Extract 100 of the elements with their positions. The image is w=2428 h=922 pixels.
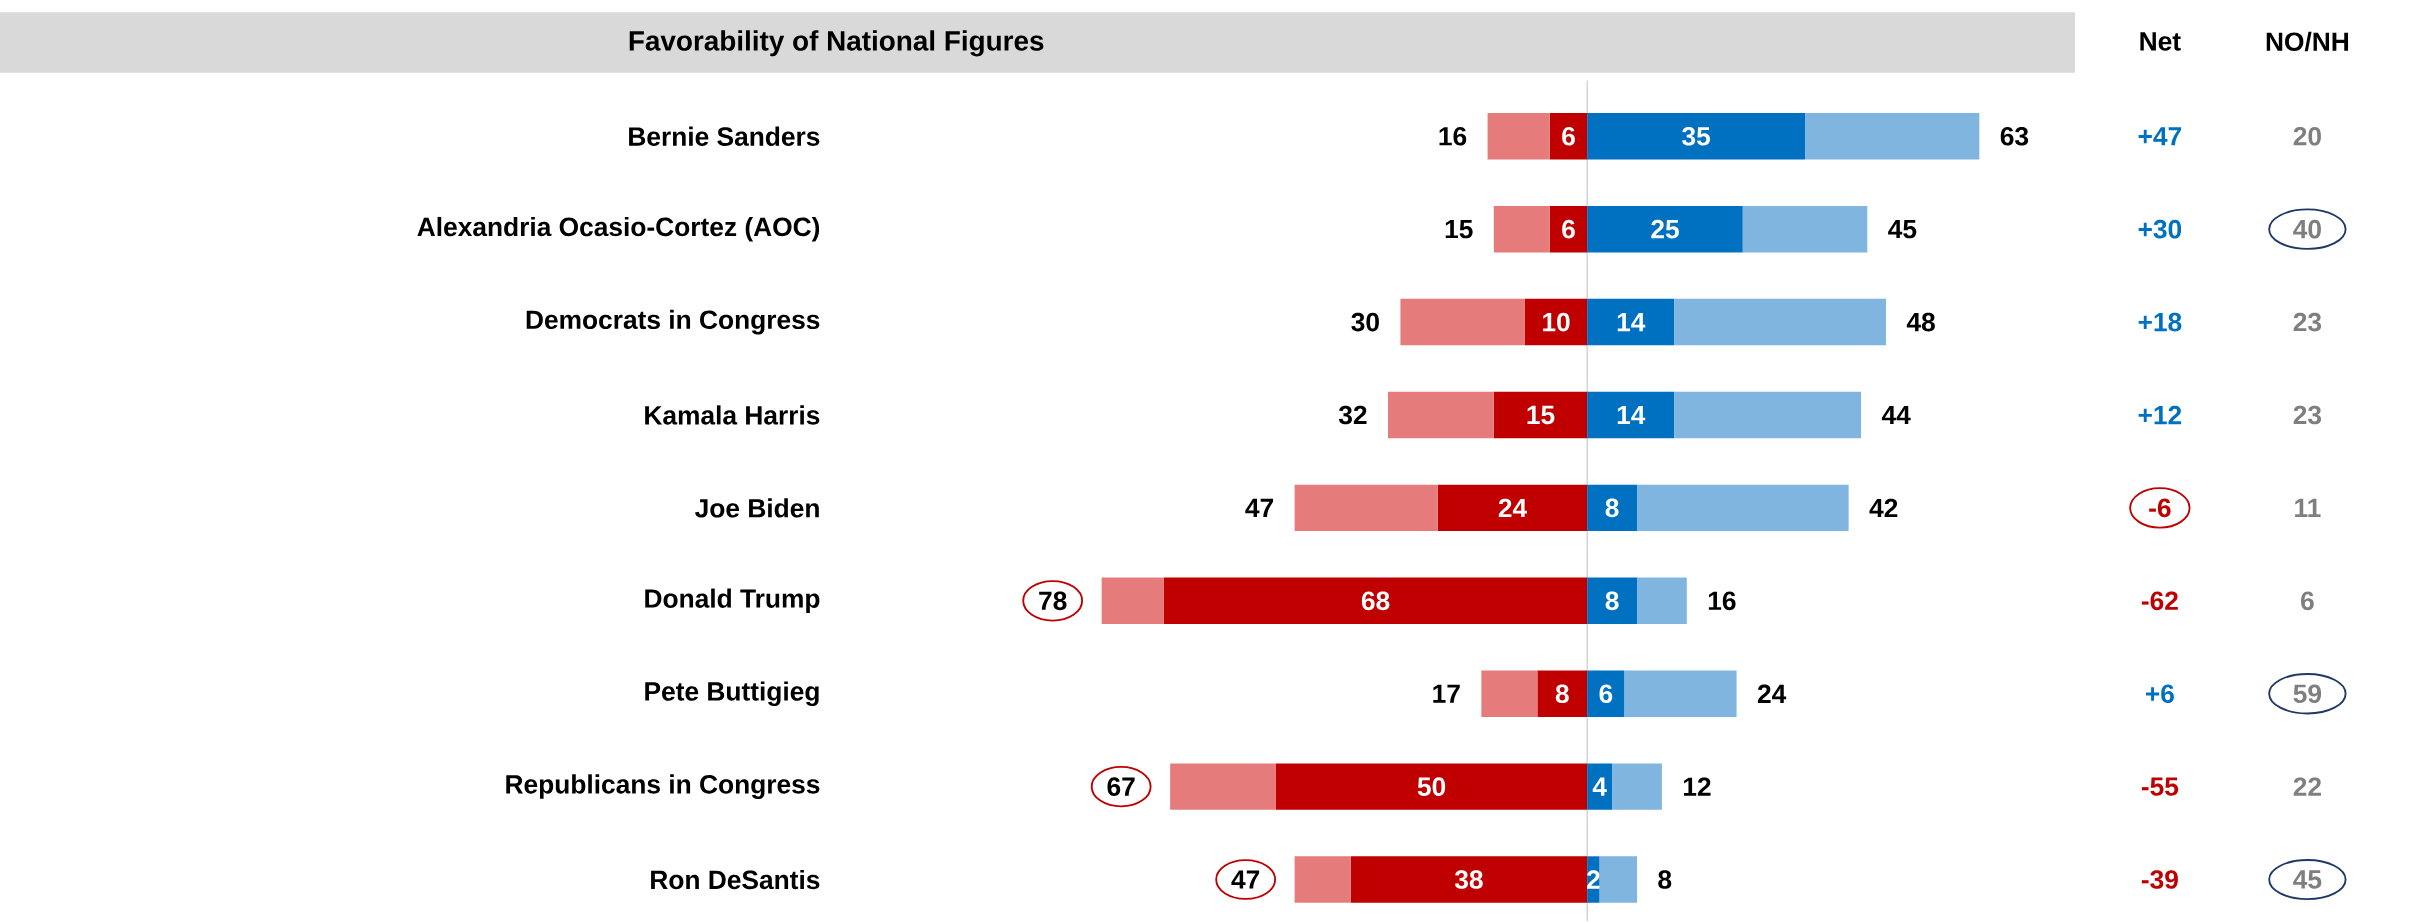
bar	[1170, 763, 1276, 810]
text: -39	[2141, 870, 2178, 889]
annotation: 50	[1417, 777, 1446, 796]
text: 20	[2293, 126, 2321, 146]
annotation: 6	[1562, 219, 1575, 239]
text: 23	[2293, 312, 2322, 332]
text: Favorability of National Figures	[629, 30, 1044, 57]
bar	[1599, 856, 1637, 903]
y-tick-label: Alexandria Ocasio-Cortez (AOC)	[417, 216, 820, 242]
bar	[1587, 763, 1613, 810]
bar	[1587, 113, 1806, 160]
annotation: 47	[1245, 498, 1274, 517]
data-label: 2	[1587, 870, 1600, 889]
text: +6	[2145, 684, 2174, 704]
bar	[1805, 113, 1980, 160]
annotation: 32	[1338, 405, 1367, 425]
bar	[1587, 577, 1637, 625]
bar	[1549, 113, 1588, 160]
data-label: 35	[1682, 126, 1711, 146]
annotation: 15	[1527, 405, 1555, 425]
bar	[1400, 298, 1525, 346]
annotation: 45	[1888, 220, 1917, 239]
annotation: 68	[1361, 591, 1390, 611]
data-label: 14	[1617, 313, 1646, 332]
data-label: 25	[1651, 219, 1679, 239]
text: -55	[2141, 777, 2179, 796]
bar	[1524, 298, 1588, 346]
annotation: 15	[1445, 220, 1473, 239]
text: +12	[2138, 405, 2182, 425]
text: -6	[2149, 498, 2171, 518]
annotation: 8	[1555, 684, 1569, 704]
annotation: 42	[1869, 498, 1898, 518]
y-tick-label: Donald Trump	[645, 588, 820, 614]
bar	[1163, 577, 1588, 625]
text: -62	[2141, 591, 2178, 611]
bar	[1636, 577, 1687, 625]
annotation: 47	[1231, 870, 1260, 889]
annotation: 6	[1562, 126, 1575, 146]
bar	[1493, 205, 1550, 253]
data-label: 6	[1599, 684, 1613, 704]
annotation: 44	[1881, 405, 1911, 425]
annotation: 24	[1498, 498, 1527, 518]
bar	[1493, 391, 1588, 439]
y-tick-label: Pete Buttigieg	[645, 681, 819, 707]
text: +30	[2138, 219, 2182, 239]
text: 22	[2293, 777, 2321, 796]
data-label: 4	[1592, 777, 1607, 796]
bar	[1587, 670, 1625, 717]
annotation: 67	[1107, 777, 1135, 796]
annotation: 24	[1757, 684, 1787, 703]
bar	[1587, 298, 1675, 346]
bar	[1674, 298, 1886, 346]
y-tick-label: Ron DeSantis	[651, 869, 820, 890]
annotation: 48	[1906, 312, 1935, 332]
bar	[1101, 577, 1164, 625]
annotation: 16	[1708, 591, 1736, 611]
annotation: 10	[1543, 312, 1570, 332]
bar	[1350, 856, 1588, 903]
annotation: 12	[1683, 777, 1711, 796]
annotation: 38	[1454, 870, 1483, 889]
text: 11	[2295, 498, 2321, 517]
text: 40	[2293, 219, 2321, 239]
annotation: 8	[1658, 870, 1672, 889]
text: NO/NH	[2266, 31, 2349, 52]
y-tick-label: Kamala Harris	[645, 405, 820, 425]
data-label: 14	[1617, 405, 1646, 425]
data-label: 8	[1605, 591, 1619, 611]
bar	[1481, 670, 1538, 717]
bar	[1624, 670, 1737, 717]
y-tick-label: Joe Biden	[695, 498, 819, 518]
text: 6	[2301, 591, 2314, 611]
annotation: 30	[1351, 312, 1379, 332]
bar	[1275, 763, 1588, 810]
bar	[1636, 484, 1849, 532]
y-tick-label: Bernie Sanders	[629, 126, 820, 146]
bar	[1587, 205, 1743, 253]
bar	[1388, 391, 1494, 439]
y-tick-label: Democrats in Congress	[526, 309, 820, 335]
bar	[1549, 205, 1588, 253]
bar	[1742, 205, 1868, 253]
bar	[1612, 763, 1662, 810]
y-tick-label: Republicans in Congress	[506, 774, 820, 799]
bar	[1587, 484, 1637, 532]
text: 59	[2293, 684, 2322, 704]
bar	[1487, 113, 1550, 160]
bar	[1587, 391, 1675, 439]
data-label: 8	[1605, 498, 1619, 518]
bar	[1294, 484, 1438, 532]
text: 23	[2293, 405, 2322, 425]
annotation: 63	[2000, 126, 2029, 146]
text: Net	[2140, 32, 2181, 51]
annotation: 16	[1439, 126, 1467, 146]
text: +18	[2138, 312, 2182, 332]
annotation: 78	[1039, 591, 1067, 611]
bar	[1537, 670, 1588, 717]
bar	[1674, 391, 1862, 439]
annotation: 17	[1433, 684, 1460, 703]
bar	[1437, 484, 1588, 532]
bar	[1294, 856, 1351, 903]
text: +47	[2138, 127, 2182, 146]
